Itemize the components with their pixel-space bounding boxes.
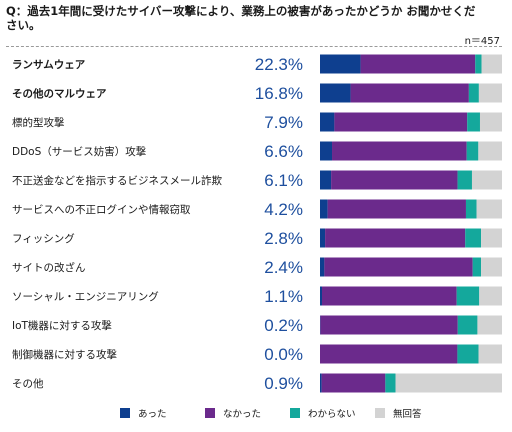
question-text: Q：過去1年間に受けたサイバー攻撃により、業務上の被害があったかどうか お聞かせ… — [6, 4, 476, 32]
bar-segment-unknown — [467, 112, 480, 132]
bar-segment-no — [321, 373, 386, 393]
bar-segment-no — [327, 199, 466, 219]
category-label: 制御機器に対する攻撃 — [12, 348, 117, 361]
bar-segment-unknown — [465, 199, 477, 219]
category-label: ランサムウェア — [12, 59, 86, 71]
legend-swatch-yes — [120, 408, 130, 418]
bar-segment-unknown — [468, 83, 479, 103]
bar-segment-unknown — [465, 228, 482, 248]
data-label: 6.6% — [264, 142, 303, 161]
legend-swatch-unknown — [290, 408, 300, 418]
data-label: 16.8% — [255, 84, 303, 103]
bar-segment-unknown — [472, 257, 482, 277]
bar-segment-noanswer — [395, 373, 502, 393]
data-label: 7.9% — [264, 113, 303, 132]
bar-segment-yes — [320, 228, 326, 248]
data-label: 2.4% — [264, 258, 303, 277]
category-label: サイトの改ざん — [12, 261, 86, 274]
bar-segment-noanswer — [478, 83, 502, 103]
bar-segment-unknown — [475, 54, 482, 74]
bar-segment-noanswer — [481, 54, 502, 74]
bar-segment-yes — [320, 141, 333, 161]
bar-segment-unknown — [457, 344, 479, 364]
category-label: サービスへの不正ログインや情報窃取 — [12, 203, 191, 216]
bar-segment-no — [331, 170, 458, 190]
data-label: 4.2% — [264, 200, 303, 219]
legend-item-yes: あった — [120, 405, 205, 421]
bar-segment-yes — [320, 257, 325, 277]
bar-segment-no — [360, 54, 476, 74]
bar-segment-unknown — [466, 141, 479, 161]
data-label: 0.9% — [264, 374, 303, 393]
bar-segment-no — [334, 112, 468, 132]
bar-segment-unknown — [385, 373, 396, 393]
bar-segment-unknown — [456, 286, 480, 306]
bar-segment-noanswer — [481, 257, 502, 277]
category-label: フィッシング — [12, 232, 75, 245]
data-label: 0.0% — [264, 345, 303, 364]
bar-segment-noanswer — [477, 315, 502, 335]
bar-segment-noanswer — [478, 141, 502, 161]
legend-label-no: なかった — [223, 409, 262, 420]
category-label: IoT機器に対する攻撃 — [12, 319, 112, 332]
legend-item-unknown: わからない — [290, 405, 375, 421]
bar-segment-yes — [320, 199, 328, 219]
category-label: その他 — [12, 377, 44, 390]
bar-segment-no — [322, 286, 457, 306]
bar-segment-unknown — [457, 170, 472, 190]
bar-segment-noanswer — [471, 170, 502, 190]
data-label: 22.3% — [255, 55, 303, 74]
bar-segment-yes — [320, 83, 351, 103]
bar-segment-yes — [320, 170, 332, 190]
bar-segment-yes — [320, 373, 322, 393]
bar-segment-noanswer — [478, 344, 502, 364]
bar-segment-no — [350, 83, 469, 103]
data-label: 1.1% — [264, 287, 303, 306]
header-divider — [6, 46, 502, 47]
bar-segment-noanswer — [479, 286, 502, 306]
category-label: ソーシャル・エンジニアリング — [12, 290, 159, 303]
legend-item-no: なかった — [205, 405, 290, 421]
bar-segment-no — [324, 257, 473, 277]
bar-segment-yes — [320, 286, 323, 306]
legend-item-noanswer: 無回答 — [375, 405, 460, 421]
bar-segment-yes — [320, 112, 335, 132]
legend-label-yes: あった — [138, 409, 167, 420]
bar-segment-no — [320, 315, 458, 335]
data-label: 2.8% — [264, 229, 303, 248]
legend: あった なかった わからない 無回答 — [120, 405, 460, 421]
bar-segment-noanswer — [476, 199, 502, 219]
category-label: 標的型攻撃 — [12, 116, 65, 129]
bar-segment-noanswer — [479, 112, 502, 132]
data-label: 0.2% — [264, 316, 303, 335]
category-label: その他のマルウェア — [12, 87, 107, 100]
bar-segment-no — [332, 141, 467, 161]
legend-label-unknown: わからない — [308, 409, 356, 420]
category-label: DDoS（サービス妨害）攻撃 — [12, 145, 147, 158]
data-label: 6.1% — [264, 171, 303, 190]
legend-swatch-no — [205, 408, 215, 418]
sample-size: n＝457 — [464, 36, 500, 47]
bar-segment-yes — [320, 54, 361, 74]
bar-segment-unknown — [457, 315, 478, 335]
stacked-bar-chart: ランサムウェア 22.3% その他のマルウェア 16.8% 標的型攻撃 7.9% DDoS（… — [12, 54, 502, 393]
category-label: 不正送金などを指示するビジネスメール詐欺 — [12, 174, 222, 187]
legend-swatch-noanswer — [375, 408, 385, 418]
bar-segment-no — [325, 228, 466, 248]
legend-label-noanswer: 無回答 — [393, 409, 422, 420]
bar-segment-no — [320, 344, 458, 364]
bar-segment-noanswer — [481, 228, 502, 248]
